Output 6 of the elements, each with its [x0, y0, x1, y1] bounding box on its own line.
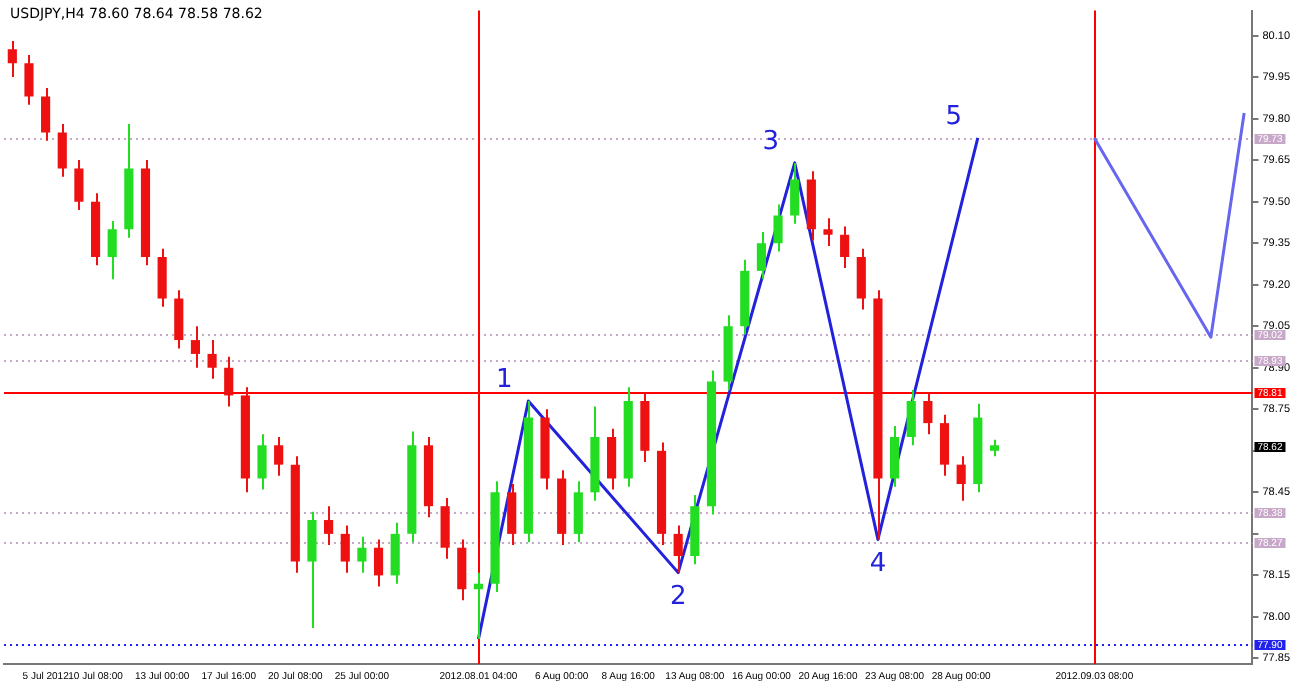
annotation: 3: [762, 126, 779, 157]
annotation: 2: [669, 582, 687, 613]
candlestick: [823, 217, 833, 247]
annotation: 4: [869, 549, 887, 580]
annotation: 1: [496, 364, 513, 395]
annotation: 5: [945, 101, 963, 132]
